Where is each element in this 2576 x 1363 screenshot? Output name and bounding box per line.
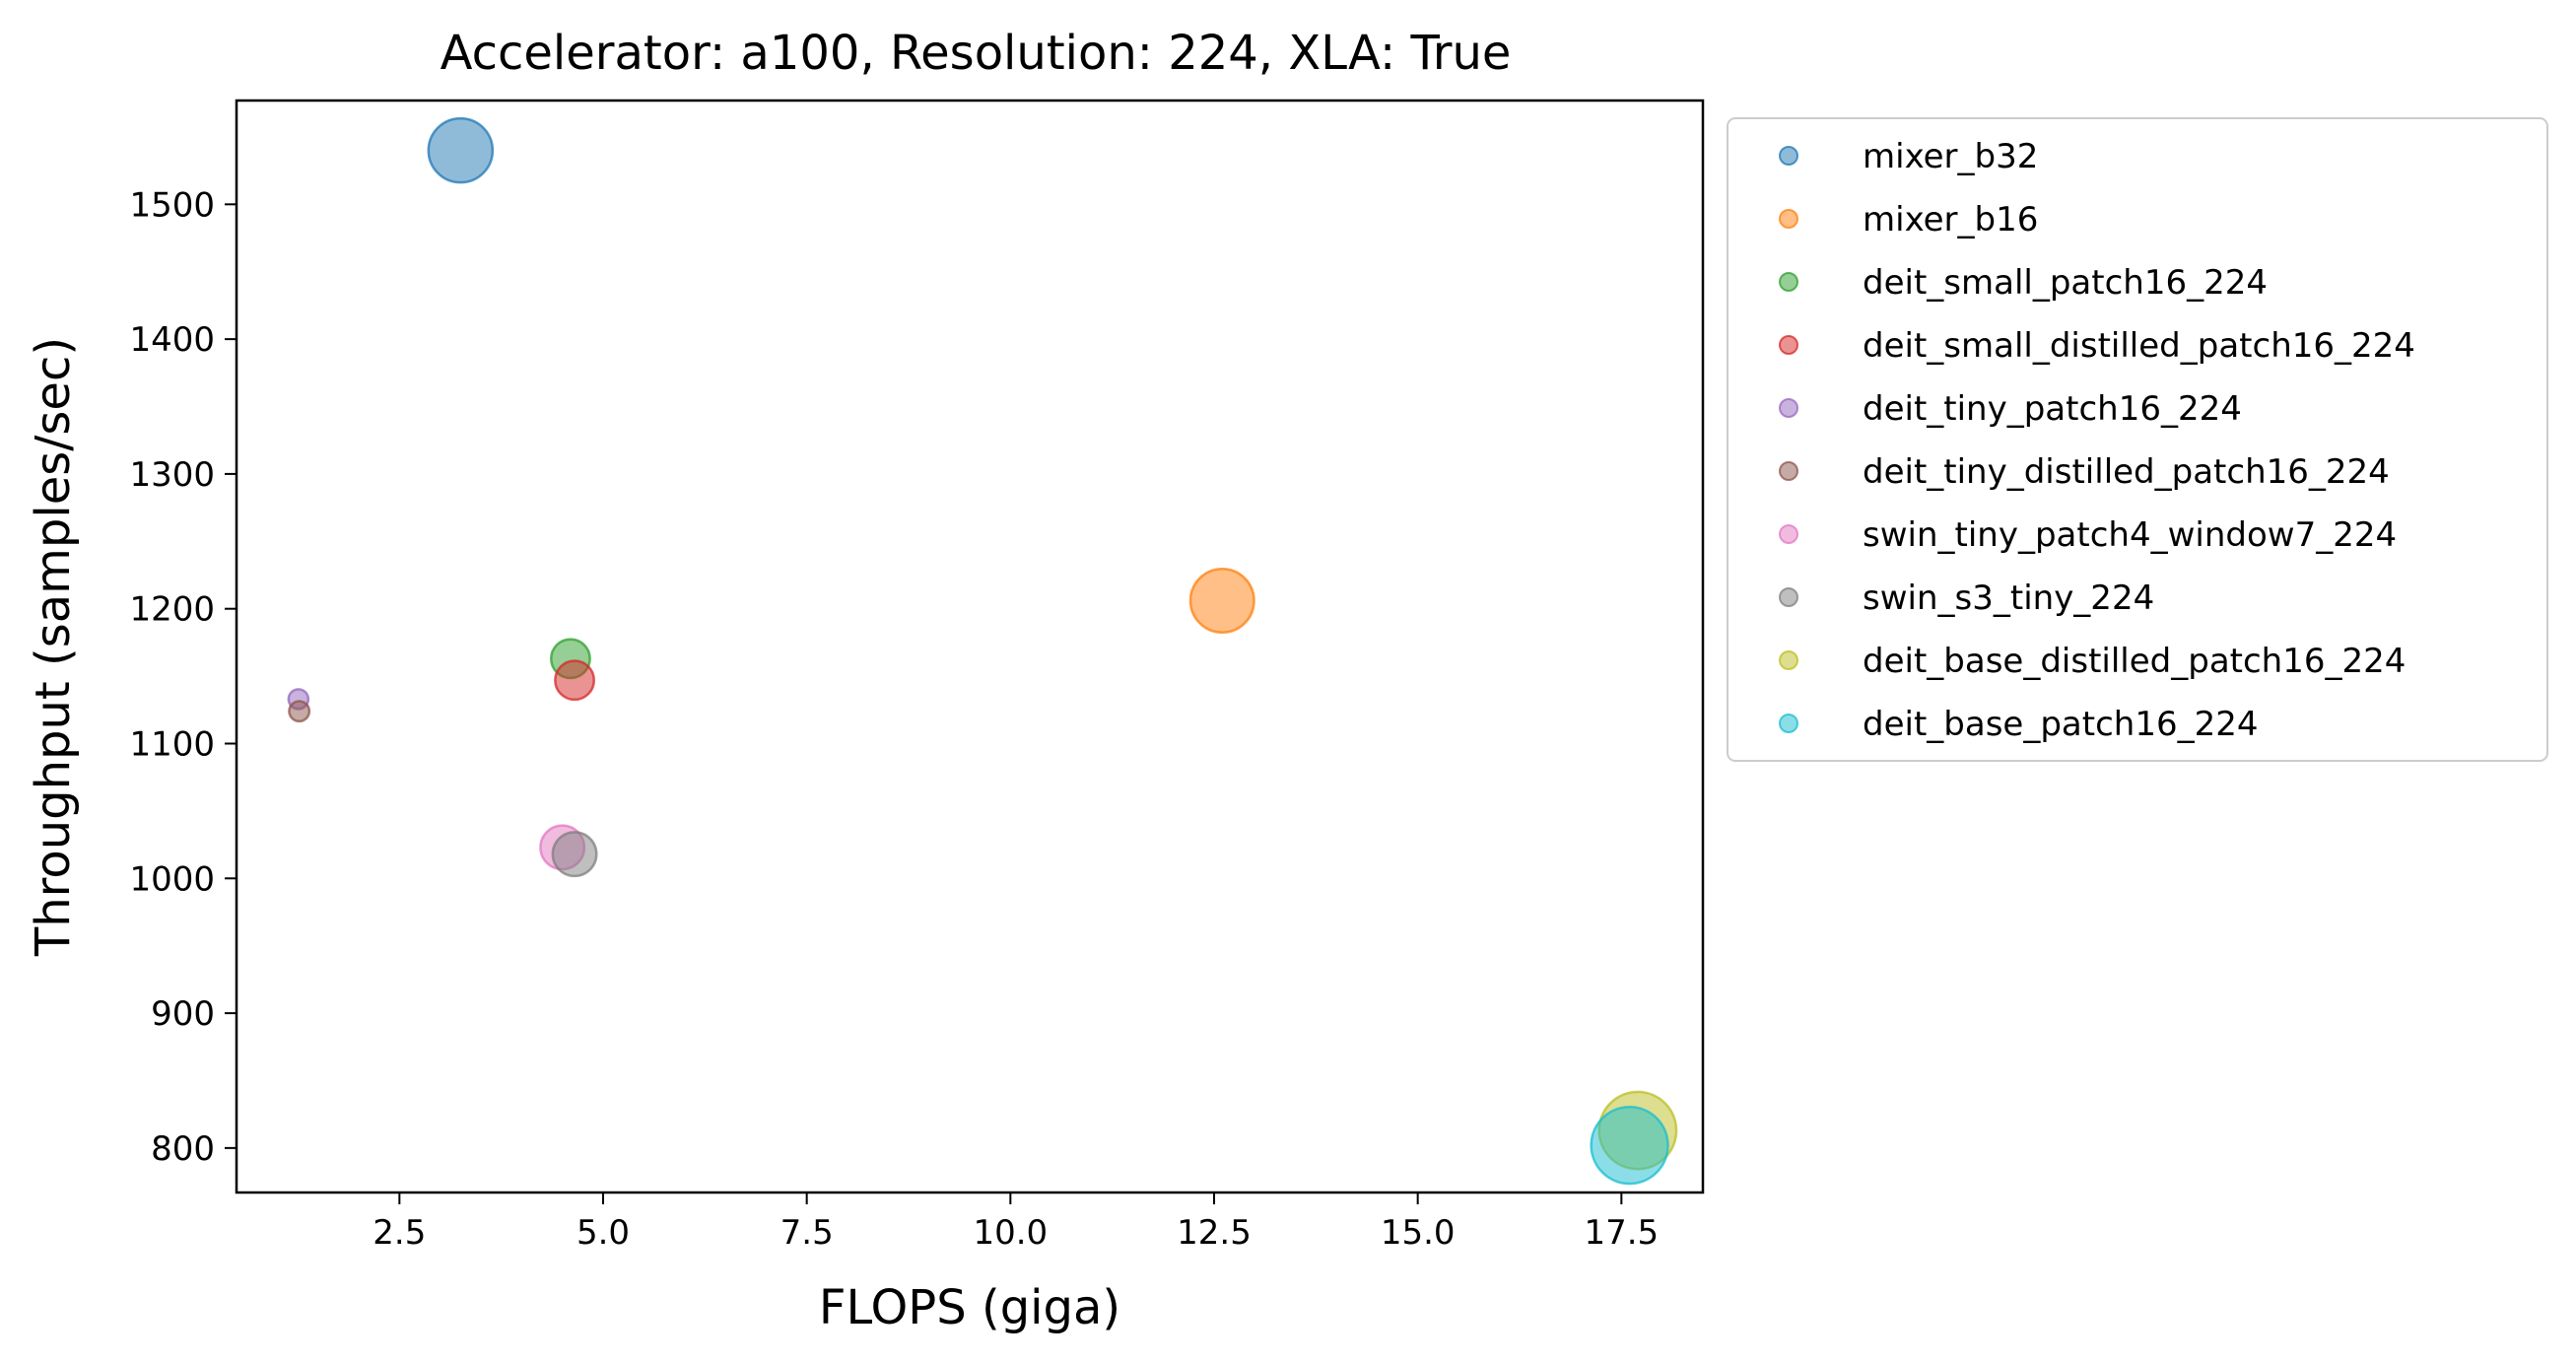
legend-marker-deit-tiny-patch16-224 [1779, 398, 1798, 418]
legend-marker-deit-small-patch16-224 [1779, 272, 1798, 292]
data-points [287, 116, 1678, 1186]
y-tick-label: 1500 [129, 185, 215, 225]
y-tick-label: 1300 [129, 455, 215, 495]
x-tick-label: 17.5 [1584, 1213, 1659, 1253]
legend-marker-swin-tiny-patch4-window7-224 [1779, 524, 1798, 544]
x-axis-ticks: 2.5 5.0 7.5 10.0 12.5 15.0 17.5 [373, 1193, 1659, 1253]
y-tick-label: 1000 [129, 859, 215, 899]
chart-title: Accelerator: a100, Resolution: 224, XLA:… [441, 26, 1512, 81]
y-tick-label: 1200 [129, 590, 215, 630]
y-tick-label: 1100 [129, 724, 215, 764]
x-tick-label: 12.5 [1177, 1213, 1252, 1253]
legend-label-deit-tiny-patch16-224: deit_tiny_patch16_224 [1863, 389, 2242, 429]
legend-marker-deit-base-distilled-patch16-224 [1779, 650, 1798, 670]
legend-marker-swin-s3-tiny-224 [1779, 587, 1798, 607]
x-tick-label: 2.5 [373, 1213, 426, 1253]
point-mixer-b16 [1188, 567, 1255, 635]
y-tick-label: 1400 [129, 320, 215, 360]
legend-label-swin-s3-tiny-224: swin_s3_tiny_224 [1863, 579, 2154, 618]
legend: mixer_b32 mixer_b16 deit_small_patch16_224… [1727, 117, 2548, 762]
legend-label-mixer-b32: mixer_b32 [1863, 137, 2038, 176]
plot-area [235, 99, 1705, 1194]
legend-label-deit-base-distilled-patch16-224: deit_base_distilled_patch16_224 [1863, 642, 2406, 681]
x-axis-label: FLOPS (giga) [819, 1280, 1120, 1335]
legend-label-deit-base-patch16-224: deit_base_patch16_224 [1863, 705, 2258, 744]
legend-label-swin-tiny-patch4-window7-224: swin_tiny_patch4_window7_224 [1863, 515, 2397, 555]
legend-label-mixer-b16: mixer_b16 [1863, 200, 2038, 239]
x-tick-label: 15.0 [1381, 1213, 1456, 1253]
y-axis-label: Throughput (samples/sec) [26, 337, 81, 957]
y-tick-label: 900 [151, 994, 215, 1034]
x-tick-label: 10.0 [973, 1213, 1048, 1253]
point-deit-tiny-distilled-patch16-224 [288, 700, 311, 723]
point-swin-s3-tiny-224 [551, 831, 598, 878]
legend-label-deit-tiny-distilled-patch16-224: deit_tiny_distilled_patch16_224 [1863, 452, 2390, 492]
y-axis-ticks: 800 900 1000 1100 1200 1300 1400 1500 [129, 185, 237, 1169]
x-tick-label: 5.0 [576, 1213, 630, 1253]
legend-label-deit-small-patch16-224: deit_small_patch16_224 [1863, 263, 2268, 303]
legend-marker-mixer-b16 [1779, 209, 1798, 229]
point-mixer-b32 [427, 116, 495, 184]
legend-marker-deit-small-distilled-patch16-224 [1779, 335, 1798, 355]
legend-marker-mixer-b32 [1779, 146, 1798, 166]
y-tick-label: 800 [151, 1129, 215, 1169]
legend-label-deit-small-distilled-patch16-224: deit_small_distilled_patch16_224 [1863, 326, 2415, 366]
x-tick-label: 7.5 [780, 1213, 834, 1253]
legend-frame [1727, 117, 2548, 762]
point-deit-base-patch16-224 [1590, 1105, 1669, 1186]
point-deit-small-distilled-patch16-224 [554, 659, 596, 702]
legend-marker-deit-base-patch16-224 [1779, 714, 1798, 733]
legend-marker-deit-tiny-distilled-patch16-224 [1779, 461, 1798, 481]
